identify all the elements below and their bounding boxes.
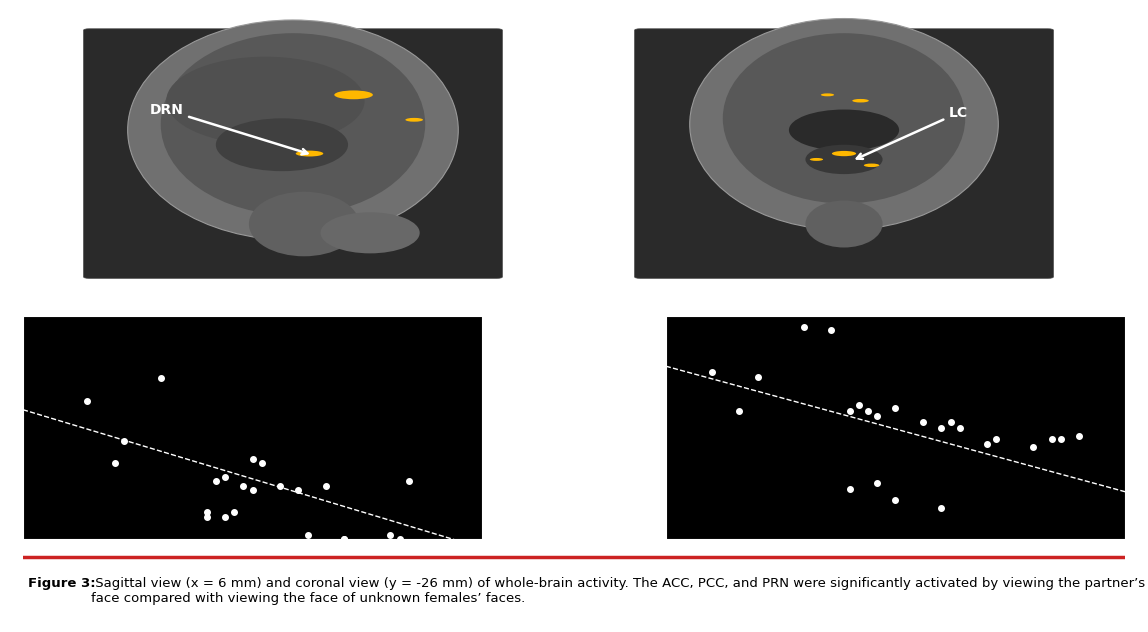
Point bbox=[381, 530, 400, 540]
Point bbox=[253, 458, 271, 468]
Point bbox=[335, 534, 354, 544]
Ellipse shape bbox=[216, 118, 348, 171]
Point bbox=[748, 372, 767, 382]
X-axis label: Attachment-anxiety score: Attachment-anxiety score bbox=[814, 564, 977, 578]
Point bbox=[152, 374, 170, 384]
Point bbox=[207, 476, 225, 486]
Point bbox=[197, 507, 216, 518]
Text: y = -26 mm: y = -26 mm bbox=[799, 279, 890, 295]
Point bbox=[243, 454, 262, 464]
Point bbox=[216, 471, 234, 482]
Point bbox=[298, 530, 317, 540]
Ellipse shape bbox=[723, 33, 965, 204]
Y-axis label: LC (6 -26 -16): LC (6 -26 -16) bbox=[621, 385, 634, 470]
Ellipse shape bbox=[334, 90, 373, 99]
Ellipse shape bbox=[806, 145, 883, 174]
Ellipse shape bbox=[249, 191, 359, 257]
Point bbox=[941, 417, 960, 427]
Point bbox=[289, 485, 308, 495]
FancyBboxPatch shape bbox=[635, 29, 1054, 278]
Ellipse shape bbox=[690, 18, 999, 230]
X-axis label: Attachment-anxiety score: Attachment-anxiety score bbox=[171, 564, 334, 578]
Ellipse shape bbox=[127, 20, 458, 240]
Ellipse shape bbox=[832, 151, 856, 156]
Point bbox=[822, 325, 840, 335]
Ellipse shape bbox=[789, 109, 899, 150]
Point bbox=[197, 512, 216, 522]
Point bbox=[225, 507, 243, 518]
Point bbox=[335, 534, 354, 544]
Ellipse shape bbox=[821, 94, 835, 96]
Text: X = 6 mm: X = 6 mm bbox=[255, 279, 332, 295]
Point bbox=[400, 476, 418, 486]
Point bbox=[850, 400, 868, 410]
Point bbox=[840, 484, 859, 494]
Point bbox=[1052, 434, 1070, 444]
Point bbox=[868, 478, 886, 489]
Point bbox=[243, 485, 262, 495]
Ellipse shape bbox=[863, 164, 879, 167]
Ellipse shape bbox=[806, 200, 883, 248]
Point bbox=[886, 403, 905, 413]
Point bbox=[840, 406, 859, 416]
Ellipse shape bbox=[405, 118, 422, 122]
Ellipse shape bbox=[166, 57, 365, 145]
Point bbox=[1042, 434, 1061, 444]
Point bbox=[730, 406, 748, 416]
Point bbox=[868, 411, 886, 422]
Point bbox=[886, 495, 905, 505]
Point bbox=[951, 423, 969, 433]
Ellipse shape bbox=[296, 150, 324, 157]
Point bbox=[1070, 431, 1088, 441]
Ellipse shape bbox=[809, 158, 823, 161]
Ellipse shape bbox=[852, 99, 869, 102]
Point bbox=[703, 367, 721, 377]
Point bbox=[78, 396, 96, 406]
Point bbox=[271, 480, 289, 490]
Ellipse shape bbox=[161, 33, 425, 216]
Point bbox=[317, 480, 335, 490]
Point bbox=[390, 534, 409, 544]
Point bbox=[1024, 442, 1042, 452]
Point bbox=[794, 322, 813, 332]
Point bbox=[932, 503, 951, 513]
Text: LC: LC bbox=[856, 106, 968, 159]
Ellipse shape bbox=[320, 212, 420, 253]
Point bbox=[115, 436, 133, 446]
FancyBboxPatch shape bbox=[84, 29, 503, 278]
Point bbox=[234, 480, 253, 490]
Text: Figure 3:: Figure 3: bbox=[29, 577, 96, 590]
Point bbox=[932, 423, 951, 433]
Point bbox=[987, 434, 1006, 444]
Point bbox=[216, 512, 234, 522]
Point bbox=[914, 417, 932, 427]
Text: Sagittal view (x = 6 mm) and coronal view (y = -26 mm) of whole-brain activity. : Sagittal view (x = 6 mm) and coronal vie… bbox=[92, 577, 1146, 605]
Point bbox=[106, 458, 124, 468]
Text: DRN: DRN bbox=[149, 103, 308, 154]
Point bbox=[859, 406, 877, 416]
Point bbox=[978, 439, 996, 449]
